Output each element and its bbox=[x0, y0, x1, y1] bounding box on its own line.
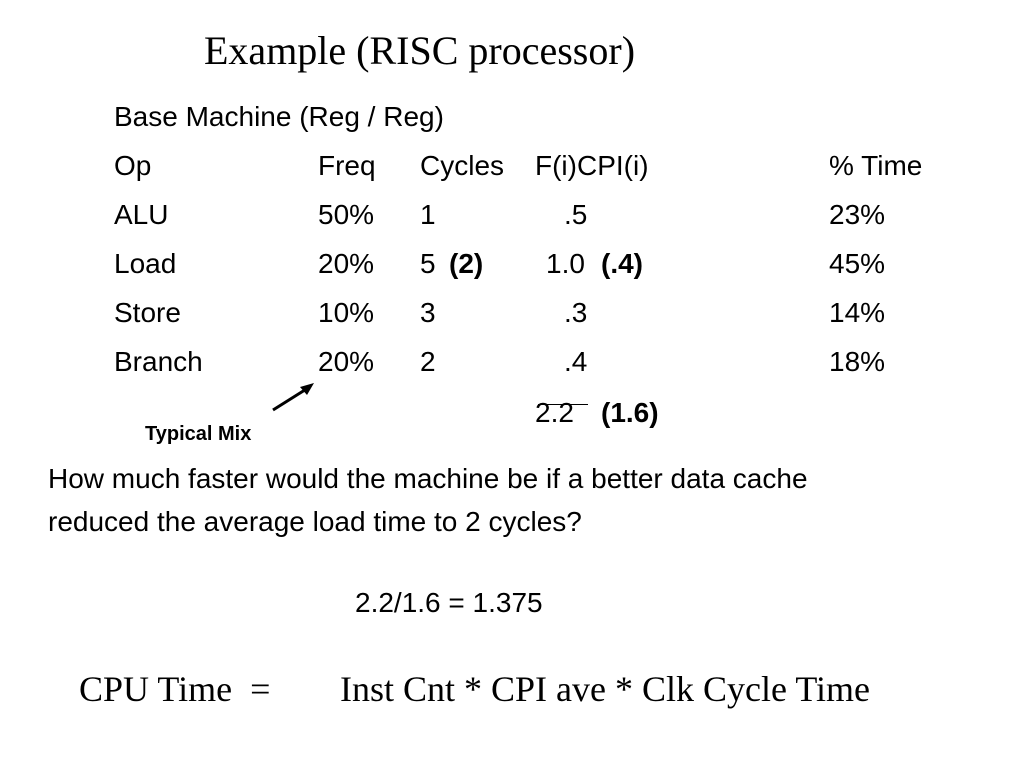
row-freq: 50% bbox=[318, 199, 375, 230]
row-cpi: .3 bbox=[564, 297, 588, 328]
row-cycles: 3 bbox=[420, 297, 436, 328]
header-op: Op bbox=[114, 150, 152, 181]
row-time: 14% bbox=[829, 297, 886, 328]
answer-equation: 2.2/1.6 = 1.375 bbox=[355, 587, 543, 618]
row-op: Load bbox=[114, 248, 177, 279]
formula-rhs: Inst Cnt * CPI ave * Clk Cycle Time bbox=[340, 669, 871, 709]
sum-rule bbox=[538, 404, 588, 405]
row-cpi: 1.0 bbox=[546, 248, 585, 279]
row-cycles: 5 bbox=[420, 248, 436, 279]
header-cpi: F(i)CPI(i) bbox=[535, 150, 649, 181]
formula-lhs: CPU Time = bbox=[79, 669, 271, 709]
row-cycles: 2 bbox=[420, 346, 436, 377]
row-time: 23% bbox=[829, 199, 886, 230]
row-op: Store bbox=[114, 297, 181, 328]
header-time: % Time bbox=[829, 150, 923, 181]
row-time: 45% bbox=[829, 248, 886, 279]
table-caption: Base Machine (Reg / Reg) bbox=[114, 101, 444, 132]
question-line-1: How much faster would the machine be if … bbox=[48, 463, 808, 494]
row-freq: 10% bbox=[318, 297, 375, 328]
slide-title: Example (RISC processor) bbox=[204, 28, 636, 73]
row-cpi-improved: (.4) bbox=[601, 248, 643, 279]
typical-mix-label: Typical Mix bbox=[145, 423, 252, 445]
question-line-2: reduced the average load time to 2 cycle… bbox=[48, 506, 582, 537]
header-cycles: Cycles bbox=[420, 150, 505, 181]
row-op: Branch bbox=[114, 346, 203, 377]
row-cpi: .5 bbox=[564, 199, 588, 230]
row-time: 18% bbox=[829, 346, 886, 377]
row-op: ALU bbox=[114, 199, 169, 230]
row-freq: 20% bbox=[318, 248, 375, 279]
row-cycles: 1 bbox=[420, 199, 436, 230]
row-freq: 20% bbox=[318, 346, 375, 377]
row-cycles-improved: (2) bbox=[449, 248, 484, 279]
total-cpi: 2.2 bbox=[535, 397, 574, 428]
arrow-icon bbox=[272, 383, 314, 412]
header-freq: Freq bbox=[318, 150, 376, 181]
total-cpi-improved: (1.6) bbox=[601, 397, 659, 428]
row-cpi: .4 bbox=[564, 346, 588, 377]
